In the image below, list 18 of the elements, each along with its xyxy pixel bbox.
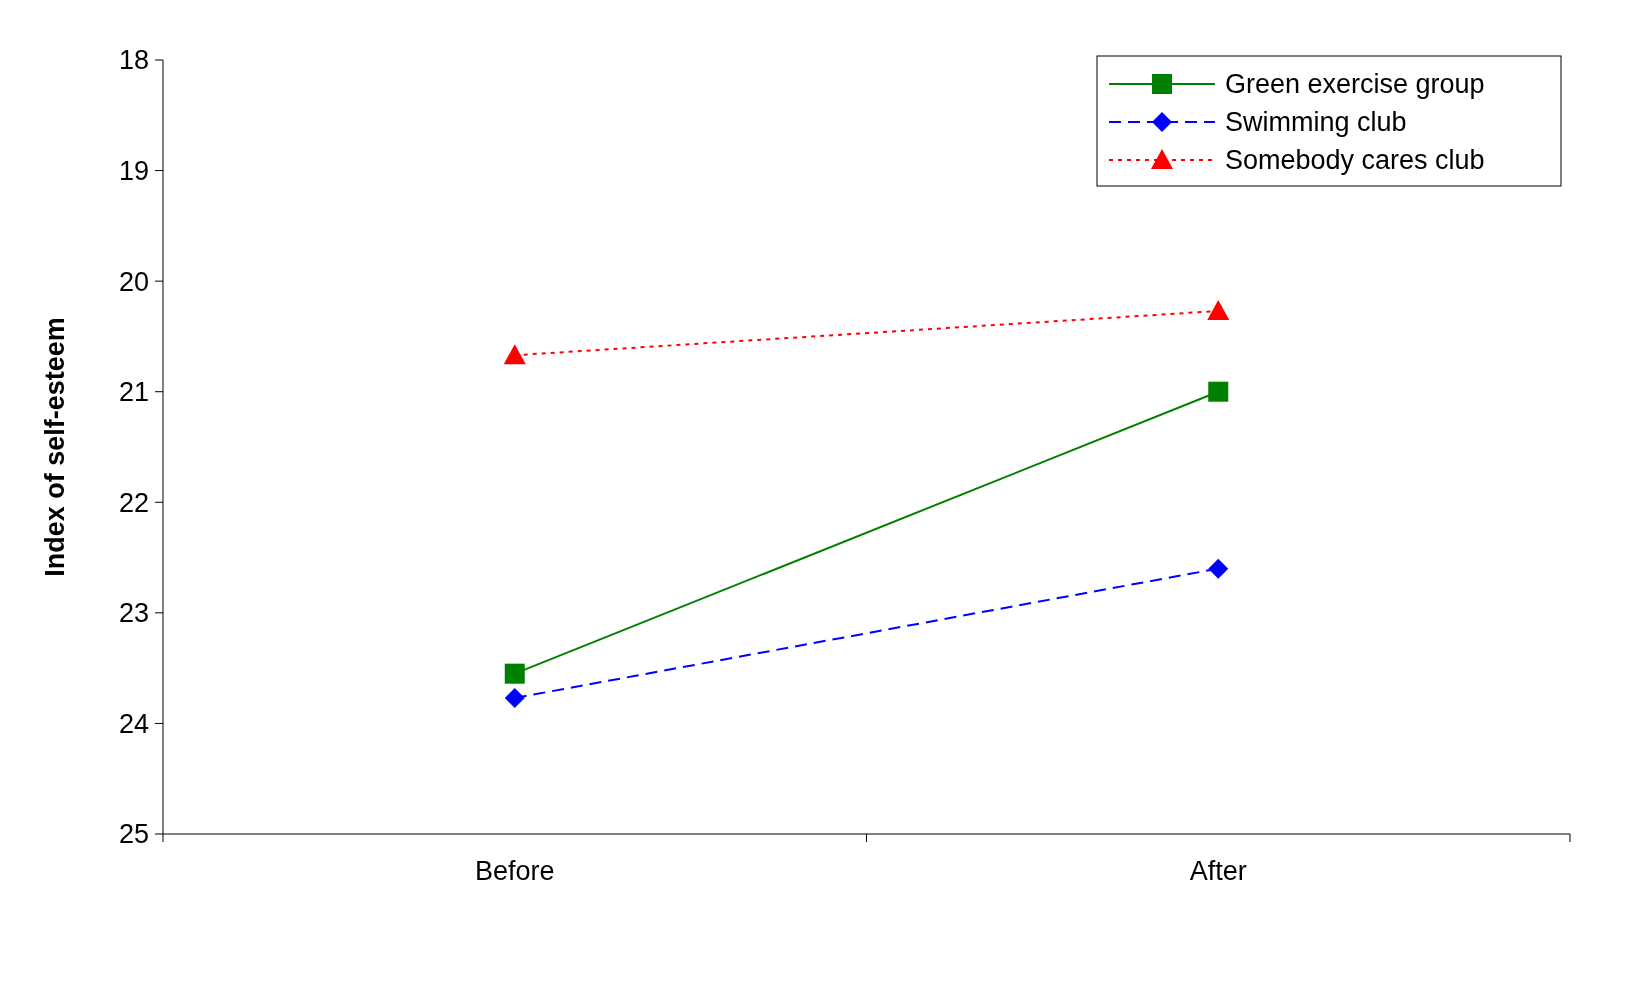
- y-tick-label: 21: [118, 377, 149, 408]
- y-tick-label: 20: [118, 266, 149, 297]
- legend-label: Green exercise group: [1225, 69, 1485, 100]
- point: [504, 688, 525, 708]
- point: [1208, 381, 1229, 402]
- y-tick-label: 23: [118, 598, 149, 629]
- point: [504, 663, 525, 684]
- y-tick-label: 24: [118, 708, 149, 739]
- y-tick-label: 22: [118, 487, 149, 518]
- y-axis-title: Index of self-esteem: [40, 317, 70, 577]
- x-tick-label: Before: [474, 856, 555, 886]
- x-tick-label: After: [1189, 856, 1247, 886]
- legend-label: Somebody cares club: [1225, 145, 1485, 176]
- legend-label: Swimming club: [1225, 107, 1407, 138]
- y-tick-label: 18: [118, 45, 149, 76]
- y-tick-label: 19: [118, 156, 149, 187]
- point: [1208, 558, 1229, 579]
- y-tick-label: 25: [118, 819, 149, 850]
